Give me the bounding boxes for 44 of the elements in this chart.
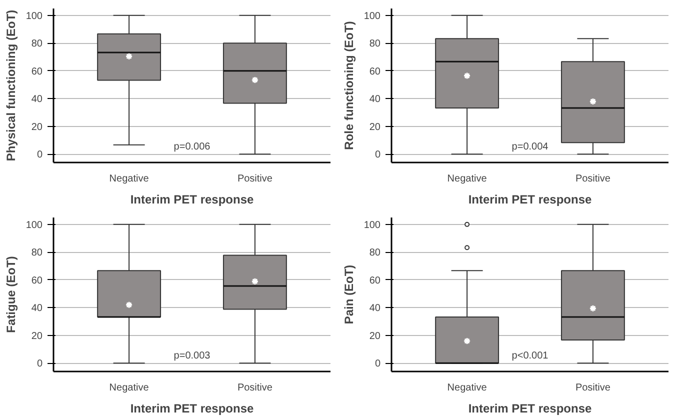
x-axis-title: Interim PET response xyxy=(130,192,254,206)
y-tick-label: 0 xyxy=(36,150,43,161)
x-tick-label: Negative xyxy=(109,382,150,394)
y-tick-label: 80 xyxy=(369,38,381,50)
annotation: p<0.001 xyxy=(512,350,549,362)
x-axis-title: Interim PET response xyxy=(130,402,254,416)
y-axis-title: Physical functioning (EoT) xyxy=(4,10,18,162)
y-tick-label: 20 xyxy=(369,122,381,133)
y-axis-title: Fatigue (EoT) xyxy=(4,256,18,333)
y-tick-label: 100 xyxy=(364,220,381,231)
y-tick-label: 100 xyxy=(26,220,43,231)
y-tick-label: 40 xyxy=(31,94,43,106)
x-tick-label: Positive xyxy=(575,382,611,394)
annotation: p=0.004 xyxy=(512,142,549,152)
x-axis-title: Interim PET response xyxy=(468,192,592,206)
y-tick-label: 0 xyxy=(36,358,43,370)
annotation: p=0.003 xyxy=(174,350,211,362)
x-axis-title: Interim PET response xyxy=(468,402,592,416)
y-axis-title: Role functioning (EoT) xyxy=(342,21,356,150)
y-tick-label: 80 xyxy=(31,248,43,259)
x-tick-label: Positive xyxy=(237,174,273,184)
y-tick-label: 80 xyxy=(369,248,381,259)
x-tick-label: Negative xyxy=(447,174,488,184)
x-tick-label: Positive xyxy=(575,174,611,184)
x-tick-label: Negative xyxy=(109,174,150,184)
y-tick-label: 0 xyxy=(374,150,381,161)
y-tick-label: 60 xyxy=(31,275,43,286)
y-tick-label: 60 xyxy=(369,66,381,78)
y-tick-label: 0 xyxy=(374,358,381,370)
y-tick-label: 60 xyxy=(31,66,43,78)
y-tick-label: 40 xyxy=(31,303,43,314)
annotation: p=0.006 xyxy=(174,142,211,152)
x-tick-label: Negative xyxy=(447,382,488,394)
y-tick-label: 100 xyxy=(364,10,381,22)
y-tick-label: 20 xyxy=(31,122,43,133)
x-tick-label: Positive xyxy=(237,382,273,394)
y-tick-label: 80 xyxy=(31,38,43,50)
y-tick-label: 20 xyxy=(31,330,43,342)
y-tick-label: 40 xyxy=(369,94,381,106)
y-tick-label: 100 xyxy=(26,10,43,22)
y-tick-label: 40 xyxy=(369,303,381,314)
y-tick-label: 60 xyxy=(369,275,381,286)
y-tick-label: 20 xyxy=(369,330,381,342)
y-axis-title: Pain (EoT) xyxy=(342,264,356,324)
